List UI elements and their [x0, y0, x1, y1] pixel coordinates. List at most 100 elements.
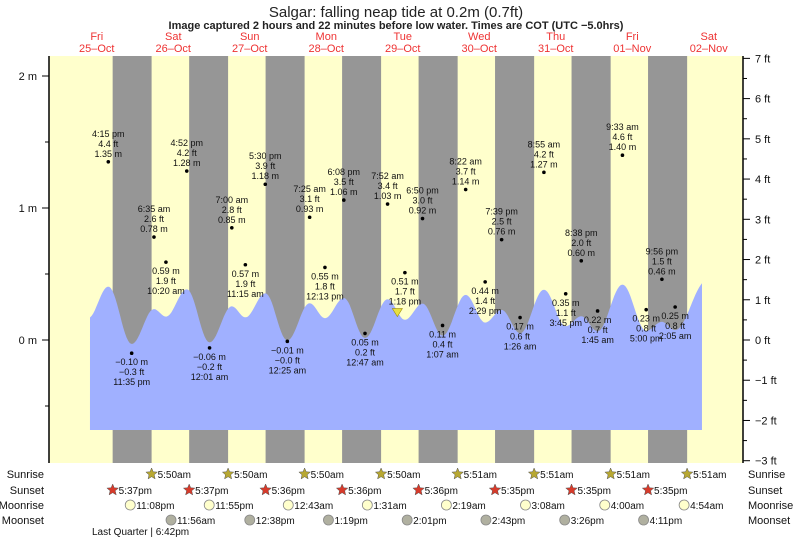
- high-tide-time-label: 9:56 pm: [646, 246, 679, 256]
- moonrise-row-label-left: Moonrise: [0, 500, 44, 512]
- low-tide-time-label: 12:47 am: [346, 357, 384, 367]
- moonset-row-label-left: Moonset: [2, 515, 44, 527]
- low-tide-time-label: 1:07 am: [426, 349, 459, 359]
- low-tide-time-label: 1:26 am: [504, 342, 537, 352]
- high-tide-m-label: 0.60 m: [568, 248, 596, 258]
- low-tide-ft-label: 1.4 ft: [475, 296, 496, 306]
- right-axis-label: 0 ft: [755, 335, 770, 347]
- day-name-label: Thu: [546, 31, 565, 43]
- low-tide-ft-label: −0.2 ft: [197, 362, 223, 372]
- high-tide-m-label: 0.78 m: [140, 224, 168, 234]
- high-tide-ft-label: 3.4 ft: [378, 181, 399, 191]
- sunset-time: 5:36pm: [425, 486, 458, 497]
- sunrise-icon: [374, 467, 388, 480]
- high-tide-point: [342, 198, 346, 202]
- high-tide-time-label: 8:38 pm: [565, 228, 598, 238]
- moonrise-icon: [599, 499, 611, 511]
- high-tide-time-label: 8:55 am: [528, 139, 561, 149]
- day-date-label: 26–Oct: [156, 43, 191, 55]
- high-tide-time-label: 9:33 am: [606, 122, 639, 132]
- high-tide-point: [230, 226, 234, 230]
- high-tide-ft-label: 4.6 ft: [612, 132, 633, 142]
- day-date-label: 30–Oct: [462, 43, 497, 55]
- right-axis-label: 3 ft: [755, 214, 770, 226]
- sunset-row-label-right: Sunset: [748, 485, 782, 497]
- sunset-time: 5:35pm: [578, 486, 611, 497]
- sunrise-time: 5:51am: [464, 470, 497, 481]
- moonset-icon: [480, 514, 492, 526]
- sunrise-row-label-right: Sunrise: [748, 469, 785, 481]
- low-tide-point: [518, 315, 522, 320]
- moonrise-icon: [520, 499, 531, 511]
- low-tide-ft-label: 1.8 ft: [315, 281, 336, 291]
- right-axis-label: 1 ft: [755, 295, 770, 307]
- low-tide-time-label: 1:18 pm: [389, 297, 422, 307]
- chart-title: Salgar: falling neap tide at 0.2m (0.7ft…: [269, 4, 523, 21]
- sunrise-row-label-left: Sunrise: [7, 469, 44, 481]
- high-tide-m-label: 0.76 m: [488, 227, 516, 237]
- moonset-icon: [559, 514, 571, 526]
- low-tide-time-label: 3:45 pm: [549, 318, 582, 328]
- high-tide-ft-label: 1.5 ft: [652, 256, 673, 266]
- sunset-time: 5:36pm: [348, 486, 381, 497]
- low-tide-time-label: 11:35 pm: [113, 377, 150, 387]
- high-tide-time-label: 4:52 pm: [170, 138, 203, 148]
- low-tide-time-label: 11:15 am: [227, 289, 264, 299]
- high-tide-ft-label: 2.5 ft: [492, 217, 513, 227]
- sunset-icon: [412, 483, 425, 496]
- low-tide-ft-label: −0.0 ft: [275, 355, 301, 365]
- high-tide-point: [184, 169, 189, 173]
- moonrise-time: 12:43am: [294, 501, 333, 512]
- low-tide-time-label: 2:05 am: [659, 331, 692, 341]
- high-tide-m-label: 0.93 m: [296, 204, 324, 214]
- high-tide-m-label: 0.46 m: [648, 266, 676, 276]
- water-level-area: [89, 283, 702, 430]
- sunset-icon: [641, 483, 655, 496]
- high-tide-time-label: 7:25 am: [293, 184, 326, 194]
- day-name-label: Tue: [393, 31, 412, 43]
- high-tide-m-label: 1.18 m: [252, 171, 280, 181]
- sunrise-time: 5:51am: [540, 470, 573, 481]
- sunrise-icon: [221, 467, 235, 480]
- high-tide-time-label: 6:50 pm: [406, 186, 439, 196]
- day-name-label: Wed: [468, 31, 490, 43]
- low-tide-ft-label: 1.7 ft: [395, 287, 416, 297]
- high-tide-point: [620, 153, 625, 157]
- high-tide-m-label: 0.92 m: [409, 206, 437, 216]
- low-tide-m-label: 0.59 m: [152, 266, 180, 276]
- low-tide-m-label: −0.10 m: [115, 357, 148, 367]
- high-tide-point: [152, 235, 156, 239]
- low-tide-time-label: 12:25 am: [269, 365, 307, 375]
- low-tide-ft-label: 0.8 ft: [636, 324, 657, 334]
- right-axis-label: −1 ft: [755, 375, 777, 387]
- moonrise-time: 4:54am: [690, 501, 723, 512]
- sunrise-time: 5:50am: [234, 470, 267, 481]
- day-date-label: 28–Oct: [309, 43, 344, 55]
- right-axis-label: 6 ft: [755, 94, 770, 106]
- low-tide-point: [483, 280, 487, 284]
- sunrise-time: 5:50am: [387, 470, 420, 481]
- day-name-label: Fri: [90, 31, 103, 43]
- high-tide-ft-label: 3.9 ft: [255, 161, 276, 171]
- sunrise-time: 5:50am: [158, 470, 191, 481]
- high-tide-point: [106, 160, 111, 164]
- high-tide-ft-label: 3.1 ft: [300, 194, 321, 204]
- low-tide-ft-label: 1.1 ft: [556, 308, 577, 318]
- high-tide-time-label: 7:39 pm: [485, 207, 518, 217]
- moonset-time: 2:01pm: [413, 516, 446, 527]
- low-tide-ft-label: 0.4 ft: [433, 339, 454, 349]
- low-tide-time-label: 12:01 am: [191, 372, 229, 382]
- sunrise-icon: [680, 467, 694, 480]
- low-tide-m-label: 0.05 m: [351, 337, 379, 347]
- low-tide-point: [323, 265, 327, 270]
- moonset-time: 1:19pm: [334, 516, 367, 527]
- sunrise-time: 5:51am: [693, 470, 726, 481]
- sunrise-icon: [604, 467, 618, 480]
- low-tide-time-label: 2:29 pm: [469, 306, 502, 316]
- high-tide-point: [463, 187, 468, 192]
- moonrise-time: 3:08am: [531, 501, 564, 512]
- low-tide-point: [595, 309, 600, 313]
- moonset-time: 4:11pm: [650, 516, 683, 527]
- low-tide-time-label: 12:13 pm: [306, 291, 344, 301]
